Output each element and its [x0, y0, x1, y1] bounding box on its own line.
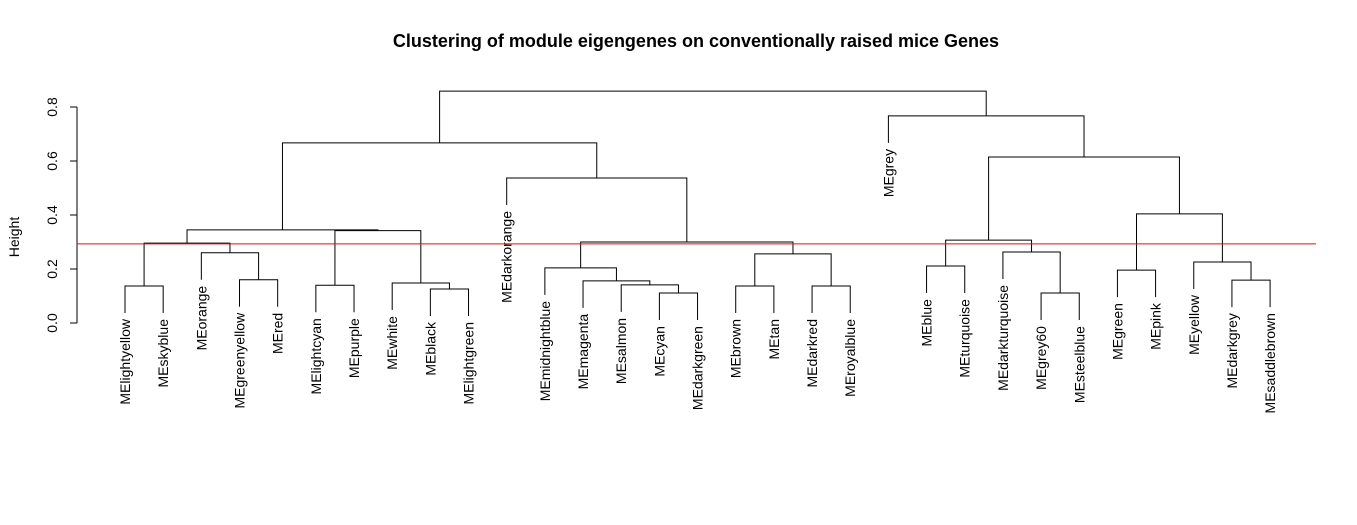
merge [658, 292, 699, 321]
leaf-label: MEyellow [1186, 294, 1202, 355]
leaf-label: MEorange [193, 286, 209, 351]
merge [988, 156, 1180, 241]
chart-title: Clustering of module eigengenes on conve… [393, 31, 999, 51]
merge [1231, 279, 1271, 308]
leaf-label: MEdarkturquoise [995, 285, 1011, 391]
merge [544, 267, 617, 295]
merge [926, 265, 966, 294]
leaf-label: MEgrey [880, 149, 896, 197]
merge [1193, 261, 1252, 289]
merge [429, 288, 470, 316]
merge [186, 229, 379, 244]
y-axis-label: Height [6, 217, 22, 258]
merge [506, 177, 688, 242]
merge [124, 285, 164, 314]
merge [391, 282, 450, 311]
merge [239, 279, 279, 307]
merge [439, 90, 987, 143]
y-tick-label: 0.0 [44, 313, 60, 333]
merge [334, 230, 422, 286]
leaf-label: MEskyblue [155, 319, 171, 388]
leaf-label: MElightyellow [117, 318, 133, 404]
leaf-label: MEdarkgreen [690, 326, 706, 410]
leaf-label: MEcyan [651, 326, 667, 377]
merge [315, 284, 355, 313]
y-tick-label: 0.4 [44, 205, 60, 225]
leaf-label: MEsaddlebrown [1262, 313, 1278, 413]
leaf-label: MEtan [766, 319, 782, 359]
merge [281, 142, 598, 230]
leaf-label: MEwhite [384, 316, 400, 370]
y-tick-label: 0.2 [44, 259, 60, 279]
leaf-label: MEgreen [1109, 303, 1125, 360]
leaf-label: MEbrown [728, 319, 744, 378]
leaf-label: MEgrey60 [1033, 326, 1049, 390]
y-tick-label: 0.8 [44, 97, 60, 117]
leaf-label: MEgreenyellow [232, 312, 248, 409]
leaf-label: MEmagenta [575, 314, 591, 390]
leaf-label: MEred [270, 313, 286, 354]
leaf-label: MEsalmon [613, 318, 629, 384]
leaf-label: MEpink [1148, 302, 1164, 350]
merge [200, 252, 260, 280]
merge [735, 285, 775, 314]
leaf-label: MEdarkgrey [1224, 313, 1240, 388]
merge [811, 285, 851, 314]
leaf-label: MEdarkorange [499, 211, 515, 303]
merge [754, 253, 832, 287]
merge [1040, 292, 1080, 321]
leaf-label: MElightcyan [308, 318, 324, 394]
leaf-label: MEsteelblue [1071, 326, 1087, 403]
leaf-label: MEroyalblue [842, 319, 858, 397]
leaf-label: MEpurple [346, 318, 362, 378]
merge [887, 115, 1085, 157]
leaf-label: MEdarkred [804, 319, 820, 387]
leaf-label: MEturquoise [957, 299, 973, 378]
leaf-label: MElightgreen [461, 322, 477, 405]
merge [580, 241, 794, 268]
leaf-label: MEblue [919, 299, 935, 347]
leaf-label: MEmidnightblue [537, 301, 553, 402]
merge [1002, 251, 1061, 294]
leaf-label: MEblack [422, 321, 438, 376]
merge [1116, 269, 1157, 298]
merge [620, 284, 679, 312]
y-tick-label: 0.6 [44, 151, 60, 171]
merge [143, 242, 231, 287]
